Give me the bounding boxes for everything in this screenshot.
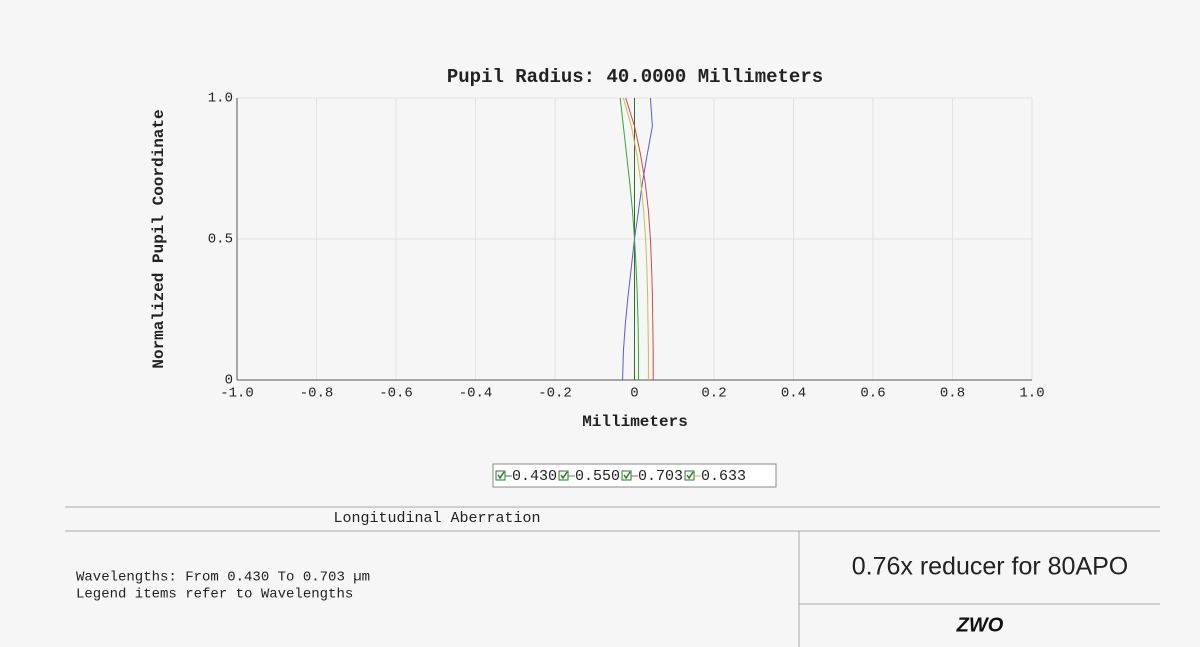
x-tick-label: -0.4 xyxy=(459,386,493,402)
legend-label: 0.703 xyxy=(638,468,683,485)
x-tick-label: 0.2 xyxy=(701,386,726,402)
x-tick-label: -0.6 xyxy=(379,386,413,402)
legend-check xyxy=(497,471,505,480)
x-tick-label: 0 xyxy=(630,386,638,402)
y-tick-label: 0.5 xyxy=(208,232,233,248)
y-tick-label: 1.0 xyxy=(208,91,233,107)
footer-line: Wavelengths: From 0.430 To 0.703 µm xyxy=(76,570,370,586)
series-line xyxy=(625,97,654,380)
x-tick-label: -0.2 xyxy=(538,386,572,402)
legend-label: 0.430 xyxy=(512,468,557,485)
x-tick-label: -0.8 xyxy=(300,386,334,402)
x-axis-label: Millimeters xyxy=(582,413,688,431)
legend: 0.430 0.550 0.703 0.633 xyxy=(495,468,746,485)
x-tick-label: -1.0 xyxy=(220,386,254,402)
legend-label: 0.550 xyxy=(575,468,620,485)
footer-title: Longitudinal Aberration xyxy=(333,510,540,527)
legend-label: 0.633 xyxy=(701,468,746,485)
x-tick-label: 1.0 xyxy=(1019,386,1044,402)
footer-label: 0.76x reducer for 80APO xyxy=(852,553,1129,581)
footer-line: Legend items refer to Wavelengths xyxy=(76,587,353,603)
legend-check xyxy=(623,471,631,480)
series-line xyxy=(619,97,639,380)
series-line xyxy=(622,97,649,380)
y-axis-label: Normalized Pupil Coordinate xyxy=(150,109,168,368)
x-tick-label: 0.8 xyxy=(940,386,965,402)
y-tick-label: 0 xyxy=(225,373,233,389)
chart-title: Pupil Radius: 40.0000 Millimeters xyxy=(447,66,823,88)
x-tick-label: 0.6 xyxy=(860,386,885,402)
logo: ZWO xyxy=(956,614,1004,636)
legend-check xyxy=(560,471,568,480)
x-tick-label: 0.4 xyxy=(781,386,806,402)
plot: -1.0 -0.8 -0.6 -0.4 -0.2 0 0.2 0.4 0.6 0.8 1.0 0 0.5… xyxy=(208,91,1045,402)
legend-check xyxy=(686,471,694,480)
